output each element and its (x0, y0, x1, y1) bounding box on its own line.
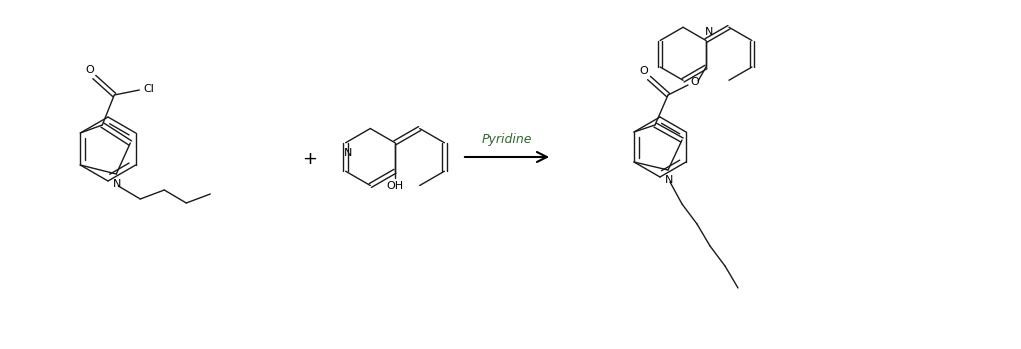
Text: O: O (85, 65, 94, 75)
Text: N: N (704, 27, 714, 37)
Text: +: + (302, 150, 318, 168)
Text: N: N (113, 179, 121, 189)
Text: N: N (343, 148, 352, 158)
Text: N: N (665, 175, 673, 185)
Text: OH: OH (386, 181, 403, 191)
Text: O: O (690, 77, 699, 87)
Text: O: O (639, 66, 648, 76)
Text: Pyridine: Pyridine (482, 134, 532, 147)
Text: Cl: Cl (144, 84, 155, 94)
